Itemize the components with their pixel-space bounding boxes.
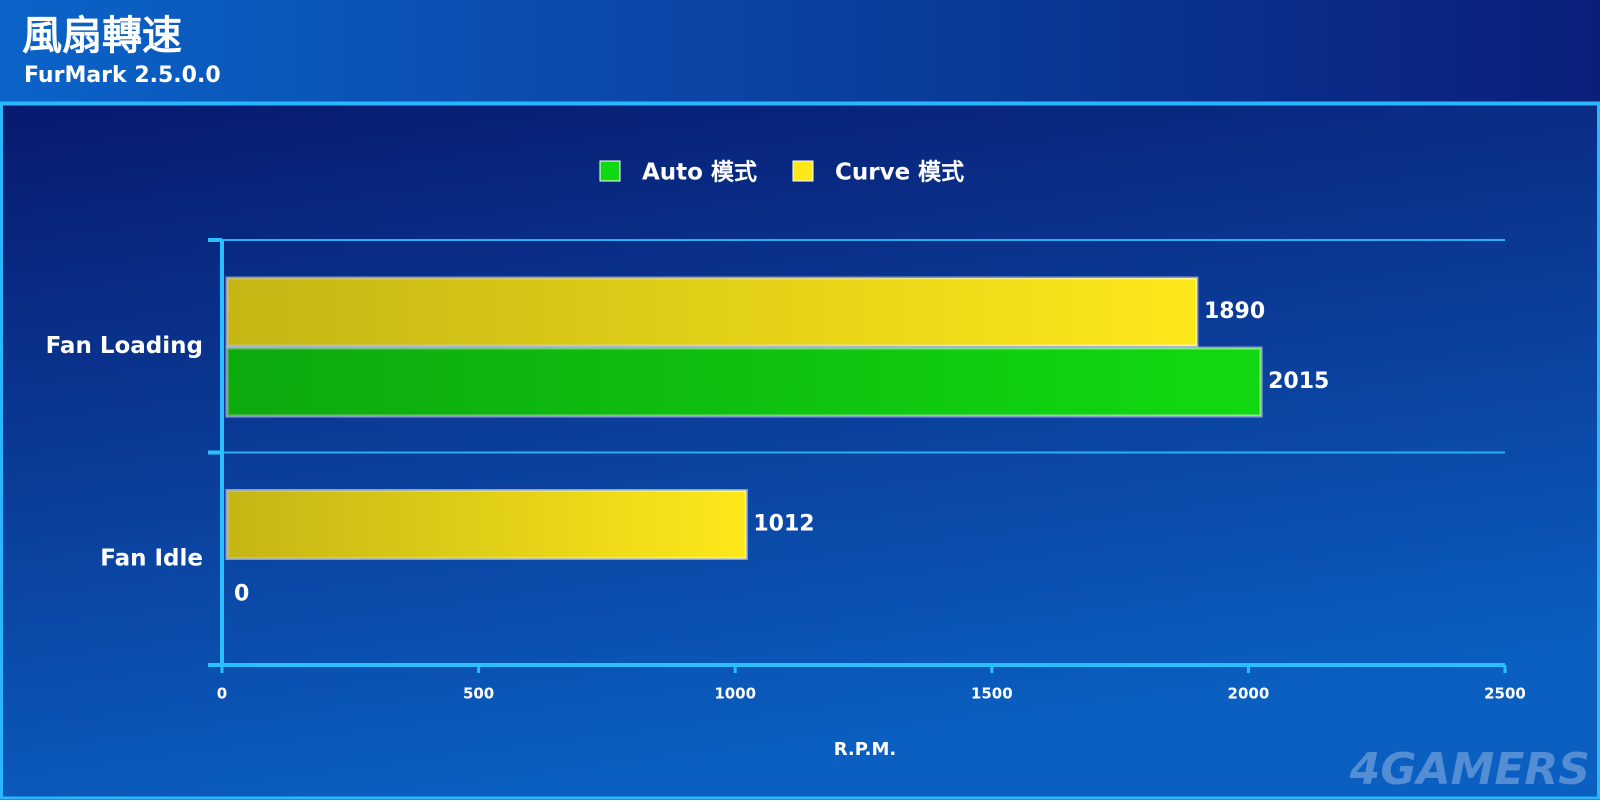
value-label: 1012	[753, 512, 814, 537]
x-tick-label: 500	[463, 685, 494, 703]
x-tick-label: 1000	[714, 685, 756, 703]
bar-shade	[227, 490, 747, 559]
bar-shade	[227, 348, 1262, 416]
title: 風扇轉速	[22, 13, 182, 59]
y-tick-label: Fan Loading	[46, 333, 203, 359]
value-label: 0	[234, 582, 249, 607]
frame	[0, 102, 1600, 800]
legend-label: Curve 模式	[835, 160, 964, 186]
bar-group	[225, 346, 1263, 418]
watermark: 4GAMERS	[1349, 744, 1590, 795]
x-tick-label: 2000	[1228, 685, 1270, 703]
legend-swatch	[599, 160, 621, 182]
x-tick-label: 0	[217, 685, 227, 703]
x-tick-label: 2500	[1484, 685, 1526, 703]
y-tick-label: Fan Idle	[100, 545, 203, 571]
header	[0, 0, 1600, 104]
subtitle: FurMark 2.5.0.0	[24, 63, 221, 88]
x-tick-label: 1500	[971, 685, 1013, 703]
value-label: 2015	[1268, 369, 1329, 394]
bar-group	[225, 276, 1199, 348]
x-axis-label: R.P.M.	[834, 739, 897, 760]
value-label: 1890	[1204, 299, 1265, 324]
legend-label: Auto 模式	[642, 160, 757, 186]
bar-group	[225, 489, 748, 560]
legend-swatch	[792, 160, 814, 182]
bar-shade	[227, 278, 1197, 346]
